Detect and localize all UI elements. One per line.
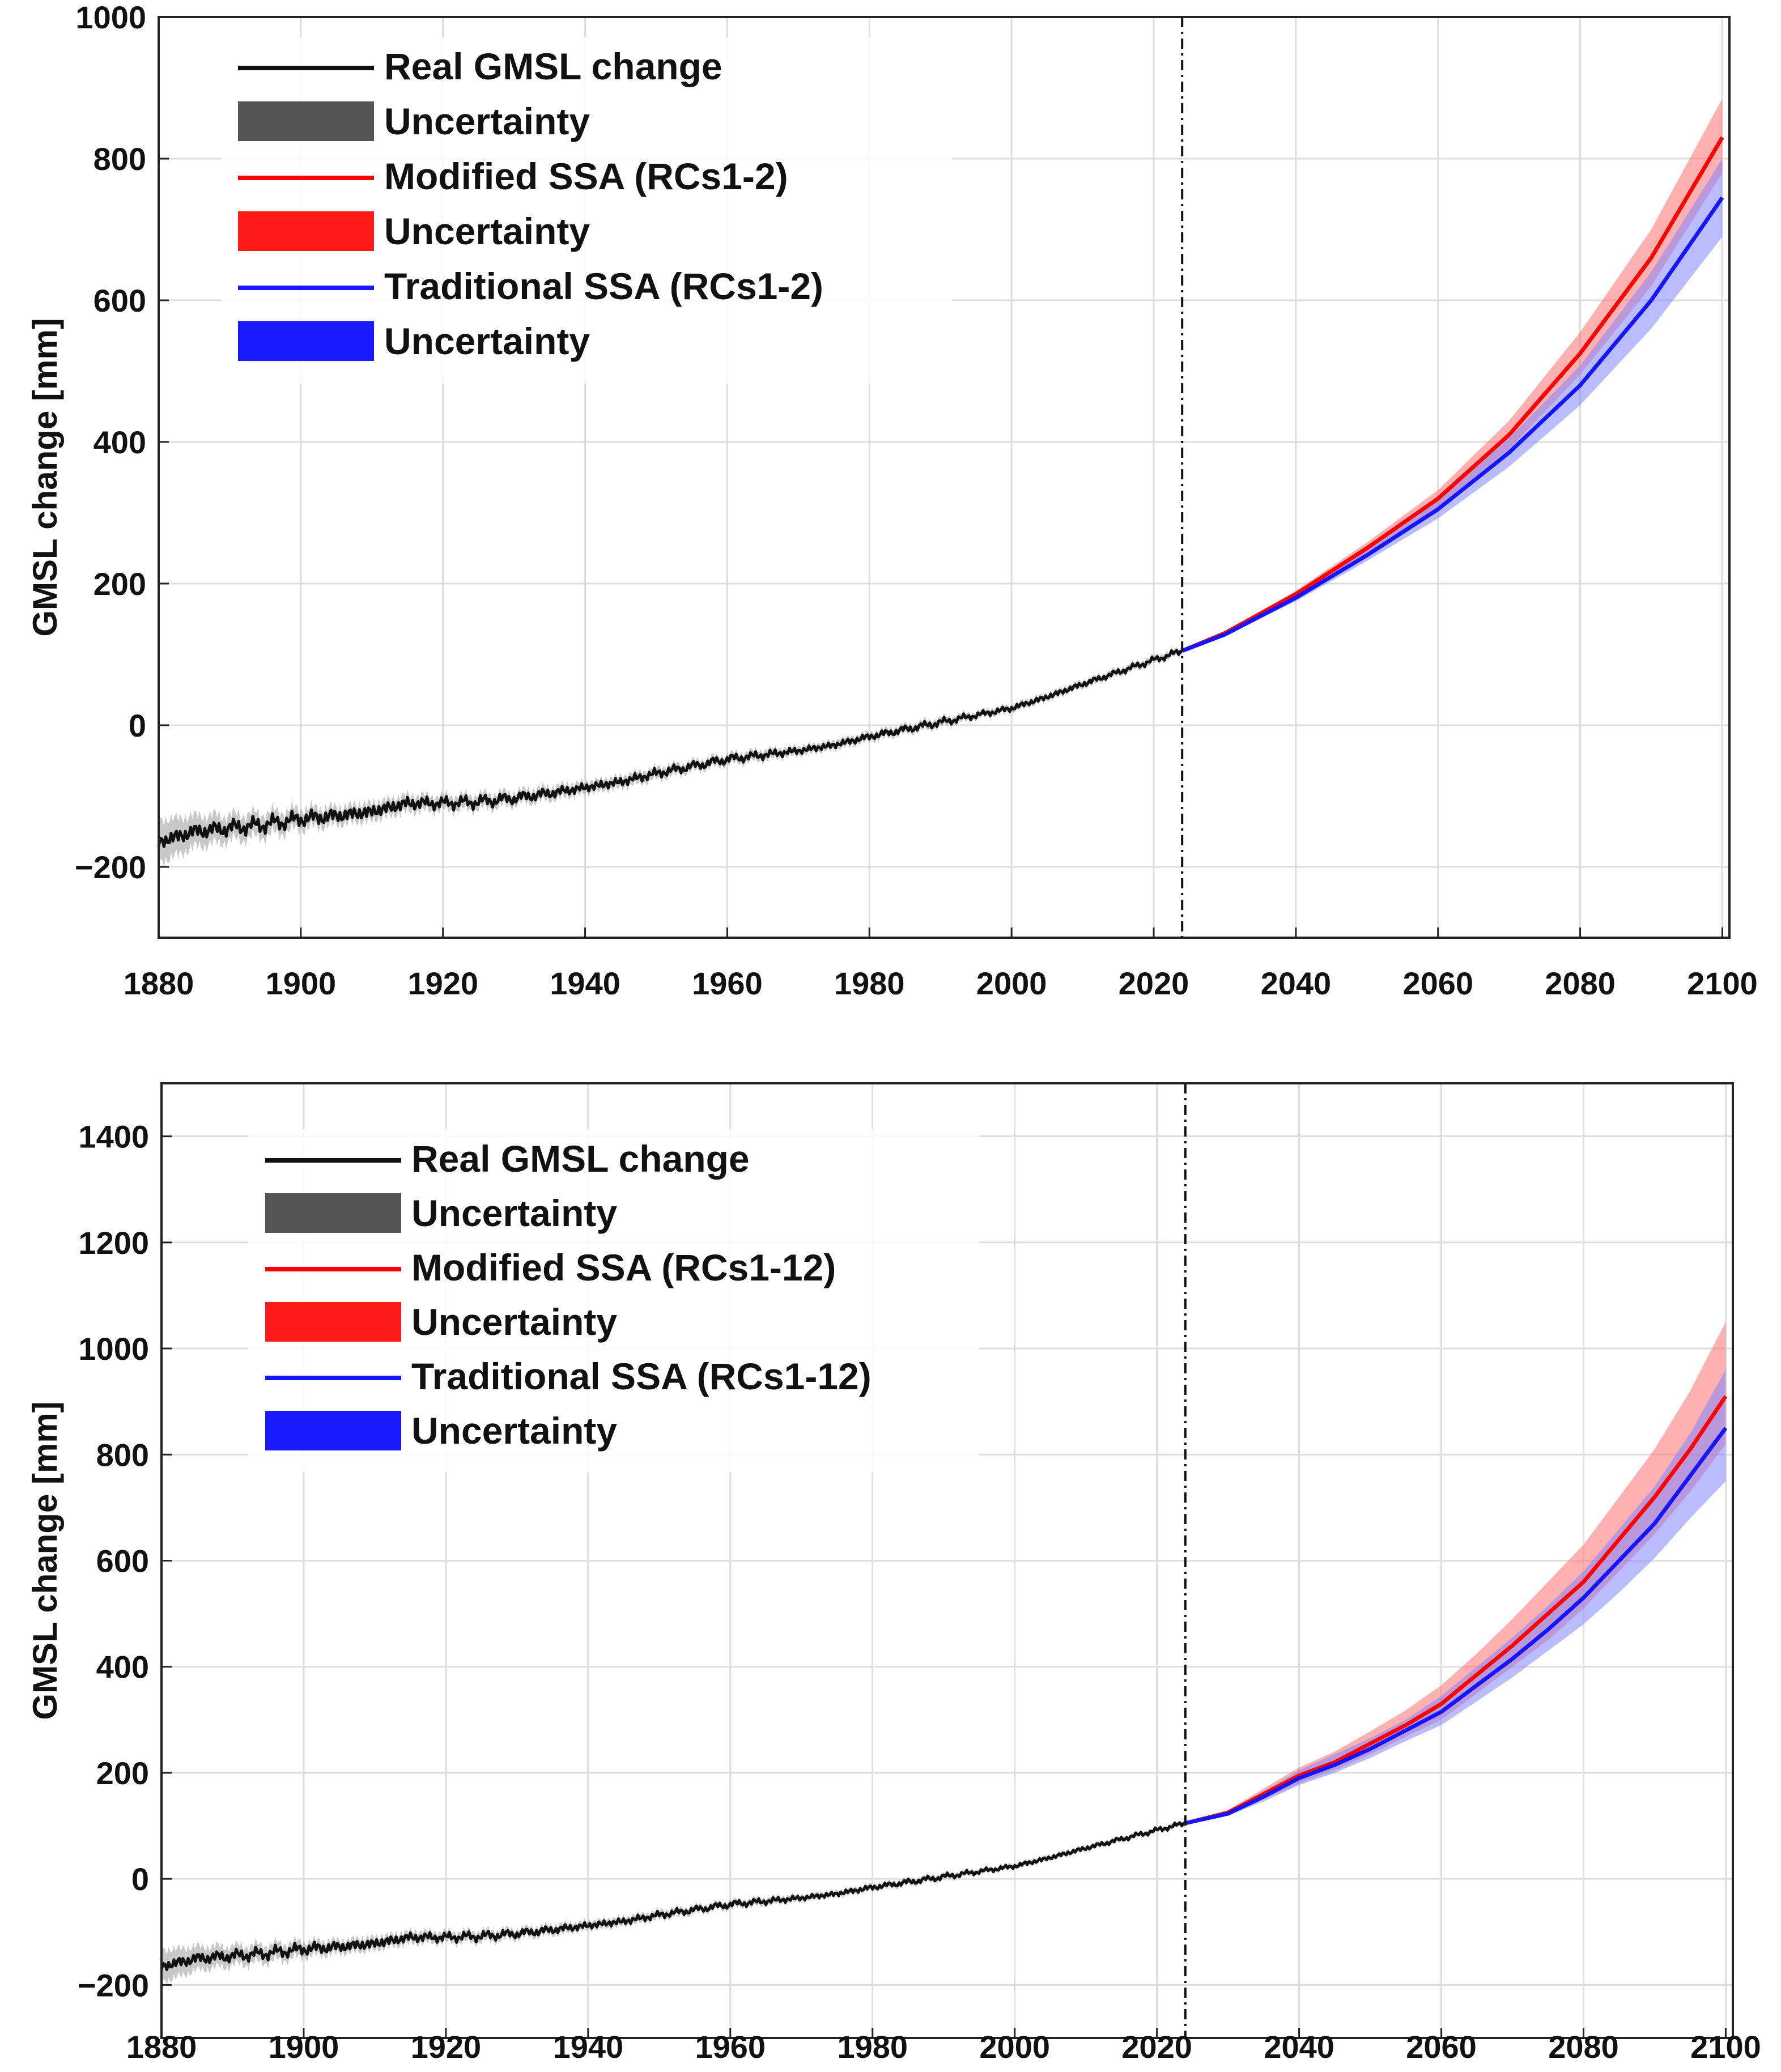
x-tick-label: 2040 [1264,2029,1334,2065]
observed-gmsl-line [157,649,1183,848]
y-tick-label: 1200 [78,1225,149,1261]
chart-panel-2: 1880 1900 1920 1940 1960 1980 2000 2020 2040 2060… [26,1082,1761,2065]
x-tick-label: 1980 [834,965,905,1001]
observed_band-legend-swatch [265,1193,401,1233]
y-axis-label: GMSL change [mm] [26,318,64,636]
x-tick-label: 1900 [269,2029,339,2065]
x-tick-label: 1920 [407,965,478,1001]
observed_band-legend-swatch [238,101,374,141]
legend-label-observed: Real GMSL change [384,45,722,87]
x-tick-label: 1880 [126,2029,197,2065]
x-tick-label: 2100 [1687,965,1758,1001]
legend-label-traditional: Traditional SSA (RCs1-12) [411,1355,872,1397]
y-tick-label: 200 [93,566,146,602]
x-tick-label: 2000 [979,2029,1050,2065]
y-tick-label: 800 [96,1437,149,1473]
modified-ssa-line [1184,1395,1728,1826]
legend-label-modified_band: Uncertainty [384,210,590,252]
observed-gmsl-line [160,1821,1186,1972]
y-tick-label: 1000 [75,0,146,35]
chart-panel-1: 1880 1900 1920 1940 1960 1980 2000 2020 2040 2060… [26,0,1758,1001]
traditional_band-legend-swatch [265,1411,401,1450]
legend-label-observed_band: Uncertainty [411,1192,617,1234]
traditional-ssa-line [1181,196,1724,653]
y-tick-label: 600 [96,1543,149,1579]
traditional-ssa-line [1185,1427,1728,1826]
legend-label-modified: Modified SSA (RCs1-2) [384,155,788,197]
legend-label-modified_band: Uncertainty [411,1301,617,1343]
x-tick-label: 1980 [837,2029,908,2065]
y-tick-label: −200 [78,1967,149,2003]
x-tick-label: 1960 [695,2029,766,2065]
legend-label-traditional_band: Uncertainty [411,1410,617,1452]
observed-uncertainty-band [159,646,1183,867]
x-tick-label: 1960 [692,965,763,1001]
x-tick-label: 1920 [411,2029,482,2065]
modified_band-legend-swatch [238,211,374,251]
y-tick-label: 600 [93,283,146,318]
y-tick-label: 800 [93,141,146,177]
x-tick-label: 2020 [1121,2029,1192,2065]
x-tick-label: 2000 [976,965,1047,1001]
x-tick-label: 2100 [1690,2029,1761,2065]
legend-label-traditional: Traditional SSA (RCs1-2) [384,265,823,307]
y-tick-label: 400 [96,1649,149,1685]
x-tick-label: 2060 [1406,2029,1477,2065]
x-tick-label: 2080 [1548,2029,1619,2065]
legend-label-observed: Real GMSL change [411,1138,750,1180]
y-tick-label: 400 [93,424,146,460]
y-tick-label: 200 [96,1755,149,1791]
x-tick-label: 2040 [1261,965,1332,1001]
legend-label-observed_band: Uncertainty [384,100,590,142]
x-tick-label: 1880 [124,965,194,1001]
legend: Real GMSL change Uncertainty Modified SSA … [221,37,952,384]
y-tick-label: 1400 [78,1119,149,1155]
y-axis-label: GMSL change [mm] [26,1401,64,1720]
x-tick-label: 1900 [266,965,337,1001]
x-tick-label: 2080 [1545,965,1616,1001]
legend-label-modified: Modified SSA (RCs1-12) [411,1246,836,1288]
observed-uncertainty-band [161,1820,1185,1985]
x-tick-label: 1940 [550,965,620,1001]
legend-label-traditional_band: Uncertainty [384,320,590,362]
axes-frame [158,16,1731,939]
modified_band-legend-swatch [265,1302,401,1342]
y-tick-label: 0 [129,708,146,743]
x-tick-label: 1940 [553,2029,624,2065]
x-tick-label: 2060 [1402,965,1473,1001]
y-tick-label: 0 [131,1861,149,1897]
y-tick-label: −200 [75,849,146,885]
x-tick-label: 2020 [1119,965,1189,1001]
y-tick-label: 1000 [78,1331,149,1367]
legend: Real GMSL change Uncertainty Modified SSA … [248,1129,979,1473]
traditional_band-legend-swatch [238,321,374,361]
